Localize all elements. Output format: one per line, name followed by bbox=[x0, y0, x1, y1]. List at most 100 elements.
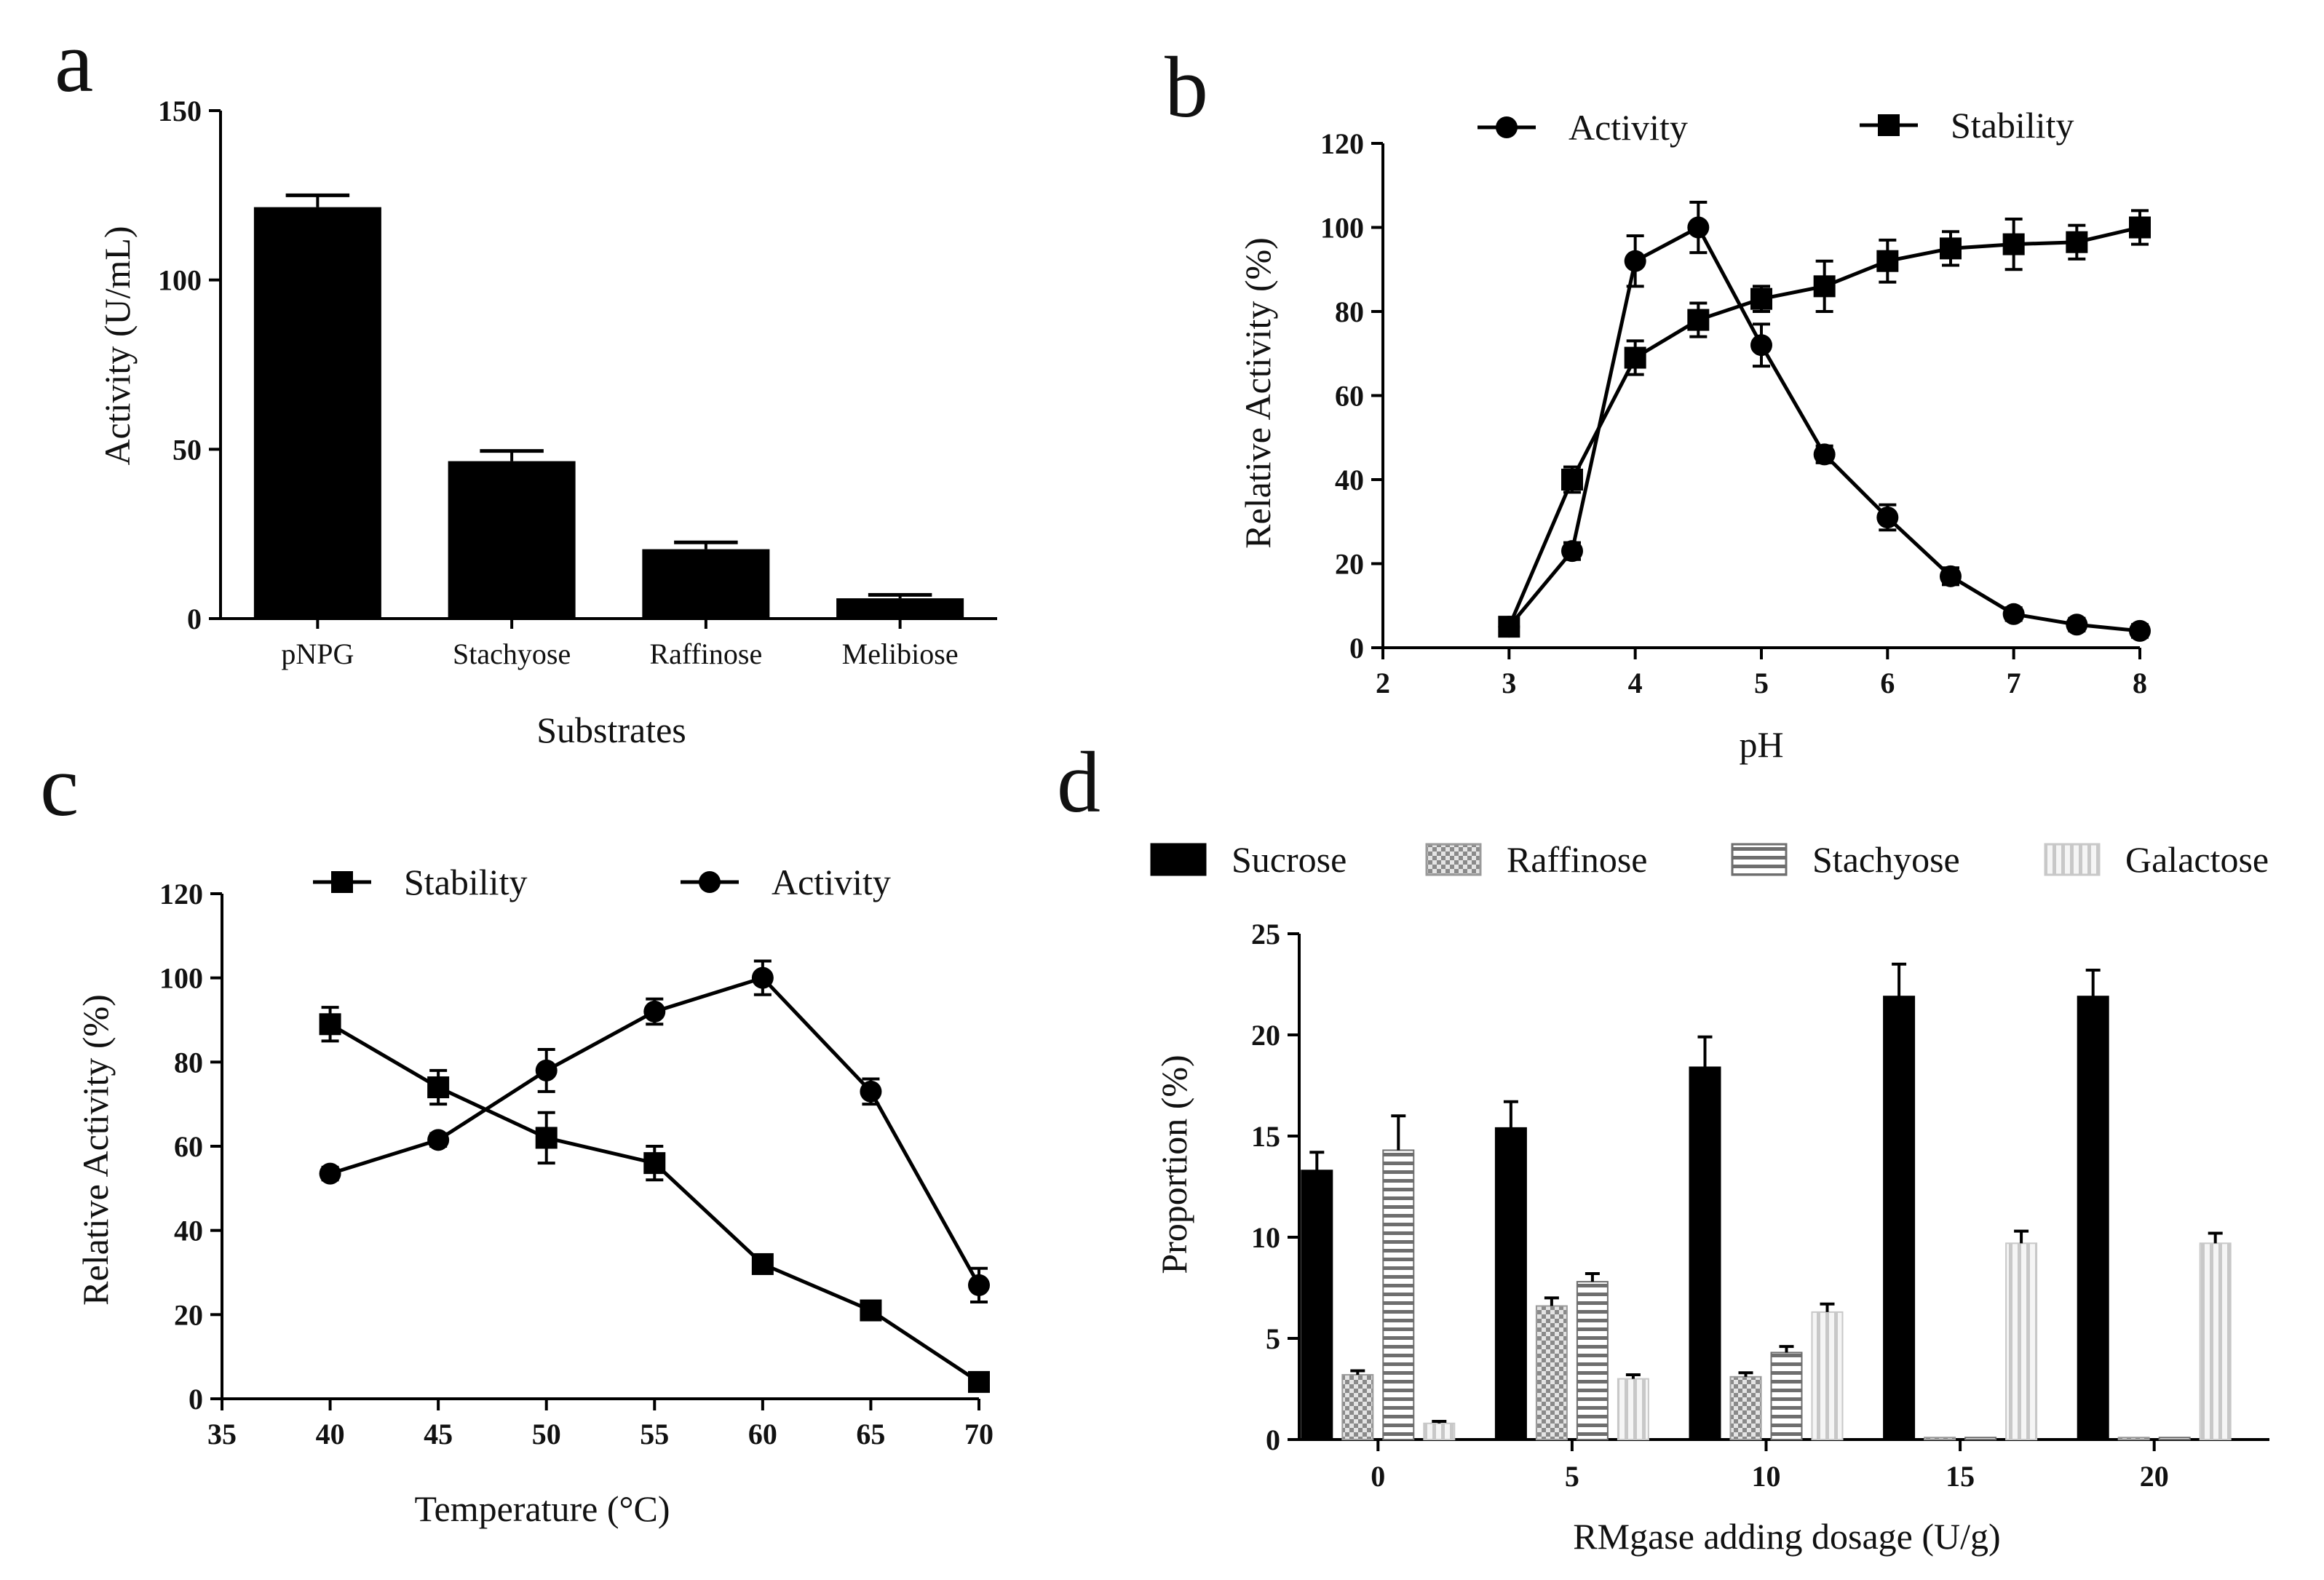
panel-d-bar-galactose bbox=[1423, 1422, 1456, 1441]
panel-d-bar-raffinose bbox=[1924, 1437, 1956, 1440]
panel-d-bar-sucrose bbox=[1883, 996, 1916, 1441]
panel-c-legend-label: Stability bbox=[404, 862, 527, 902]
panel-b-x-tick-label: 3 bbox=[1502, 667, 1516, 699]
panel-d-legend-label: Galactose bbox=[2125, 839, 2269, 880]
panel-d-bar-stachyose bbox=[1770, 1351, 1803, 1440]
panel-b-y-label: Relative Activity (%) bbox=[1237, 237, 1278, 549]
panel-c-series-stability-point bbox=[535, 1127, 558, 1149]
panel-d-legend-label: Stachyose bbox=[1812, 839, 1960, 880]
panel-c-x-tick-label: 55 bbox=[640, 1418, 669, 1450]
panel-d-x-tick-label: 20 bbox=[2140, 1460, 2169, 1493]
panel-d-y-tick-label: 5 bbox=[1266, 1322, 1280, 1355]
panel-b-legend-label: Stability bbox=[1951, 105, 2074, 146]
panel-d-x-tick-label: 0 bbox=[1371, 1460, 1385, 1493]
panel-b-series-activity-point bbox=[1687, 216, 1710, 239]
panel-d-legend-label: Raffinose bbox=[1507, 839, 1647, 880]
panel-c-y-tick-label: 80 bbox=[174, 1046, 203, 1079]
panel-d-legend-swatch bbox=[1150, 843, 1207, 876]
panel-b-series-activity-point bbox=[2002, 603, 2025, 625]
panel-a-y-tick-label: 150 bbox=[158, 95, 202, 127]
panel-b-series-stability-point bbox=[1813, 275, 1836, 298]
panel-c-x-tick-label: 50 bbox=[532, 1418, 561, 1450]
panel-c-series-activity-point bbox=[860, 1080, 882, 1103]
panel-a-x-tick-label: Melibiose bbox=[842, 638, 959, 670]
panel-b-y-tick-label: 80 bbox=[1335, 295, 1364, 328]
panel-d-y-tick-label: 25 bbox=[1251, 918, 1280, 950]
panel-d-bar-galactose bbox=[1811, 1311, 1844, 1440]
panel-b-y-tick-label: 0 bbox=[1349, 632, 1364, 664]
panel-c-x-tick-label: 40 bbox=[316, 1418, 345, 1450]
panel-b-x-tick-label: 6 bbox=[1880, 667, 1895, 699]
panel-c-y-tick-label: 100 bbox=[159, 962, 203, 995]
panel-a-chart: 0 50 100 150 pNPG Stachyose Raffinose Melibiose… bbox=[97, 95, 997, 750]
panel-d-bar-sucrose bbox=[1689, 1066, 1721, 1440]
panel-b-x-tick-label: 2 bbox=[1376, 667, 1390, 699]
panel-b-legend-point bbox=[1496, 116, 1518, 138]
panel-c-y-tick-label: 40 bbox=[174, 1215, 203, 1247]
panel-c-series-stability-point bbox=[860, 1299, 882, 1322]
panel-c-x-tick-label: 65 bbox=[856, 1418, 885, 1450]
panel-b-series-stability-point bbox=[1750, 287, 1772, 310]
panel-a-x-tick-label: pNPG bbox=[281, 638, 354, 670]
panel-b-series-activity-point bbox=[1876, 506, 1899, 528]
panel-b-series-stability-point bbox=[2129, 216, 2151, 239]
panel-c-x-tick-label: 70 bbox=[964, 1418, 994, 1450]
panel-b-x-tick-label: 7 bbox=[2007, 667, 2021, 699]
panel-b-y-tick-label: 100 bbox=[1320, 212, 1364, 245]
panel-b-x-label: pH bbox=[1739, 724, 1783, 765]
panel-c-series-activity-point bbox=[319, 1162, 341, 1185]
panel-d-x-tick-label: 15 bbox=[1946, 1460, 1975, 1493]
panel-d-legend-swatch bbox=[2044, 843, 2101, 876]
panel-c-series-stability-point bbox=[427, 1076, 450, 1099]
panel-c-x-label: Temperature (°C) bbox=[414, 1488, 670, 1529]
panel-a-bar bbox=[253, 207, 381, 619]
panel-d-bar-sucrose bbox=[1301, 1170, 1333, 1440]
panel-c-y-tick-label: 0 bbox=[189, 1383, 203, 1416]
panel-a-y-tick-label: 100 bbox=[158, 264, 202, 297]
panel-d-bar-raffinose bbox=[1729, 1375, 1762, 1440]
panel-b-series-activity-point bbox=[1813, 443, 1836, 466]
panel-d-legend-label: Sucrose bbox=[1232, 839, 1347, 880]
panel-d-legend-swatch bbox=[1425, 843, 1482, 876]
panel-d-y-label: Proportion (%) bbox=[1154, 1055, 1194, 1274]
panel-d-bar-sucrose bbox=[1494, 1127, 1527, 1440]
panel-c-series-stability-point bbox=[751, 1253, 774, 1275]
panel-d-legend-swatch bbox=[1731, 843, 1788, 876]
panel-b-legend-label: Activity bbox=[1568, 107, 1688, 148]
panel-c-legend-point bbox=[331, 871, 353, 893]
panel-b-series-activity-point bbox=[2066, 614, 2088, 636]
panel-letter-c: c bbox=[40, 737, 79, 834]
panel-b-series-stability-point bbox=[1876, 250, 1899, 272]
panel-c-legend-point bbox=[699, 871, 721, 893]
panel-a-x-label: Substrates bbox=[536, 710, 686, 750]
panel-b-y-tick-label: 120 bbox=[1320, 127, 1364, 160]
panel-b-series-stability-point bbox=[2002, 233, 2025, 255]
panel-c-y-tick-label: 120 bbox=[159, 878, 203, 910]
panel-d-bar-galactose bbox=[2199, 1242, 2232, 1440]
panel-c-x-tick-label: 45 bbox=[424, 1418, 453, 1450]
panel-b-series-stability-point bbox=[2066, 231, 2088, 253]
panel-b-x-tick-label: 5 bbox=[1754, 667, 1769, 699]
panel-d-x-tick-label: 5 bbox=[1565, 1460, 1579, 1493]
panel-a-x-tick-label: Stachyose bbox=[453, 638, 571, 670]
panel-b-series-stability-point bbox=[1561, 469, 1583, 491]
panel-d-bar-stachyose bbox=[2158, 1437, 2191, 1440]
panel-c-x-tick-label: 60 bbox=[748, 1418, 777, 1450]
panel-a-bar bbox=[642, 549, 770, 619]
panel-b-y-tick-label: 60 bbox=[1335, 380, 1364, 413]
panel-b-y-tick-label: 20 bbox=[1335, 548, 1364, 581]
panel-b-series-stability-point bbox=[1687, 309, 1710, 331]
panel-c-y-label: Relative Activity (%) bbox=[75, 994, 116, 1306]
panel-d-bar-stachyose bbox=[1382, 1149, 1415, 1440]
panel-d-bar-raffinose bbox=[1535, 1305, 1568, 1441]
panel-b-series-activity-point bbox=[1624, 250, 1646, 272]
panel-c-series-stability-point bbox=[968, 1370, 990, 1393]
panel-d-y-tick-label: 0 bbox=[1266, 1424, 1280, 1456]
panel-a-bar bbox=[836, 598, 964, 619]
panel-d-y-tick-label: 10 bbox=[1251, 1221, 1280, 1254]
panel-c-series-activity-point bbox=[535, 1059, 558, 1081]
panel-letter-b: b bbox=[1165, 39, 1208, 135]
panel-b-series-stability-point bbox=[1940, 237, 1962, 260]
panel-b-y-tick-label: 40 bbox=[1335, 464, 1364, 496]
panel-a-y-label: Activity (U/mL) bbox=[97, 226, 138, 465]
